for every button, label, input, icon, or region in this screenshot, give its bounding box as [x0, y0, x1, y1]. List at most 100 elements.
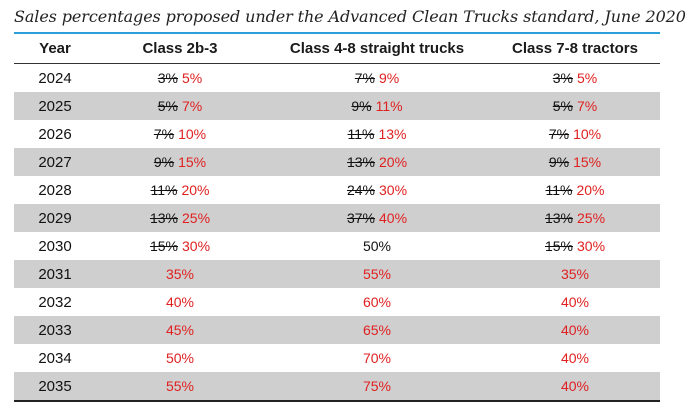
table-row: 2029 13% 25% 37% 40% 13% 25%	[14, 204, 660, 232]
previous-value: 11%	[545, 182, 573, 198]
title-rule	[14, 32, 660, 34]
value-cell-class-4-8: 50%	[264, 232, 490, 260]
value-cell-class-7-8: 13% 25%	[490, 204, 660, 232]
value-cell-class-7-8: 40%	[490, 372, 660, 402]
year-cell: 2034	[38, 349, 72, 367]
previous-value: 13%	[346, 154, 375, 170]
value-cell-class-2b-3: 13% 25%	[96, 204, 264, 232]
header-year: Year	[14, 34, 96, 64]
proposed-value: 65%	[362, 322, 392, 338]
proposed-value: 40%	[560, 294, 590, 310]
year-cell: 2035	[14, 372, 96, 402]
proposed-value: 50%	[165, 350, 195, 366]
proposed-value: 55%	[362, 266, 392, 282]
table-row: 2028 11% 20% 24% 30% 11% 20%	[14, 176, 660, 204]
year-cell: 2031	[14, 260, 96, 288]
previous-value: 9%	[153, 154, 175, 170]
proposed-value: 55%	[165, 378, 195, 394]
proposed-value: 5%	[577, 70, 598, 86]
proposed-value: 11%	[375, 98, 403, 114]
proposed-value: 75%	[362, 378, 392, 394]
proposed-value: 40%	[165, 294, 195, 310]
previous-value: 15%	[149, 238, 178, 254]
proposed-value: 7%	[577, 98, 598, 114]
proposed-value: 45%	[165, 322, 195, 338]
previous-value: 9%	[548, 154, 570, 170]
value-cell-class-2b-3: 55%	[96, 372, 264, 402]
previous-value: 7%	[153, 126, 175, 142]
year-cell: 2027	[14, 148, 96, 176]
value-cell-class-7-8: 40%	[490, 316, 660, 344]
value-cell-class-4-8: 7% 9%	[264, 64, 490, 93]
previous-value: 9%	[351, 98, 372, 114]
year-cell: 2030	[38, 237, 72, 255]
value-cell-class-7-8: 35%	[490, 260, 660, 288]
previous-value: 11%	[347, 126, 375, 142]
value-cell-class-2b-3: 7% 10%	[96, 120, 264, 148]
value-cell-class-4-8: 13% 20%	[264, 148, 490, 176]
value-cell-class-7-8: 3% 5%	[490, 64, 660, 93]
previous-value: 37%	[346, 210, 375, 226]
proposed-value: 30%	[182, 238, 211, 254]
proposed-value: 30%	[577, 238, 606, 254]
proposed-value: 13%	[378, 126, 407, 142]
table-header: Year Class 2b-3 Class 4-8 straight truck…	[14, 34, 660, 64]
value-cell-class-7-8: 9% 15%	[490, 148, 660, 176]
value-cell-class-2b-3: 9% 15%	[96, 148, 264, 176]
value-cell-class-7-8: 15% 30%	[490, 232, 660, 260]
proposed-value: 20%	[576, 182, 605, 198]
previous-value: 3%	[552, 70, 573, 86]
table-row: 2030 15% 30% 50% 15% 30%	[14, 232, 660, 260]
proposed-value: 7%	[182, 98, 203, 114]
value-cell-class-4-8: 75%	[264, 372, 490, 402]
header-row: Year Class 2b-3 Class 4-8 straight truck…	[14, 34, 660, 64]
proposed-value: 9%	[379, 70, 400, 86]
previous-value: 11%	[150, 182, 178, 198]
table-row: 2032 40% 60% 40%	[14, 288, 660, 316]
previous-value: 13%	[544, 210, 573, 226]
header-class-4-8: Class 4-8 straight trucks	[264, 34, 490, 64]
previous-value: 5%	[157, 98, 178, 114]
proposed-value: 60%	[362, 294, 392, 310]
previous-value: 7%	[354, 70, 375, 86]
value-cell-class-2b-3: 3% 5%	[96, 64, 264, 93]
value-cell-class-4-8: 9% 11%	[264, 92, 490, 120]
year-cell: 2032	[38, 293, 72, 311]
table-title: Sales percentages proposed under the Adv…	[14, 7, 686, 26]
proposed-value: 5%	[182, 70, 203, 86]
value-cell-class-7-8: 7% 10%	[490, 120, 660, 148]
table-row: 2035 55% 75% 40%	[14, 372, 660, 402]
value-cell-class-2b-3: 40%	[96, 288, 264, 316]
value-cell-class-4-8: 65%	[264, 316, 490, 344]
table-row: 2034 50% 70% 40%	[14, 344, 660, 372]
table-row: 2026 7% 10% 11% 13% 7% 10%	[14, 120, 660, 148]
previous-value: 5%	[552, 98, 573, 114]
value-cell-class-2b-3: 5% 7%	[96, 92, 264, 120]
value-cell-class-4-8: 60%	[264, 288, 490, 316]
year-cell: 2028	[38, 181, 72, 199]
proposed-value: 40%	[560, 322, 590, 338]
previous-value: 7%	[548, 126, 570, 142]
table-row: 2025 5% 7% 9% 11% 5% 7%	[14, 92, 660, 120]
value-cell-class-4-8: 11% 13%	[264, 120, 490, 148]
proposed-value: 70%	[362, 350, 392, 366]
sales-percentage-table: Year Class 2b-3 Class 4-8 straight truck…	[14, 34, 660, 402]
table-body: 2024 3% 5% 7% 9% 3% 5% 2025 5% 7% 9% 11% 5% 7% 2026 7% 1…	[14, 64, 660, 402]
value-cell-class-7-8: 5% 7%	[490, 92, 660, 120]
year-cell: 2029	[14, 204, 96, 232]
value-cell-class-2b-3: 15% 30%	[96, 232, 264, 260]
header-class-7-8: Class 7-8 tractors	[490, 34, 660, 64]
proposed-value: 25%	[182, 210, 211, 226]
proposed-value: 25%	[577, 210, 606, 226]
proposed-value: 35%	[165, 266, 195, 282]
table-row: 2031 35% 55% 35%	[14, 260, 660, 288]
value-cell-class-4-8: 37% 40%	[264, 204, 490, 232]
year-cell: 2025	[14, 92, 96, 120]
value-cell-class-4-8: 24% 30%	[264, 176, 490, 204]
value-cell-class-2b-3: 35%	[96, 260, 264, 288]
value-cell-class-2b-3: 11% 20%	[96, 176, 264, 204]
table-row: 2033 45% 65% 40%	[14, 316, 660, 344]
proposed-value: 20%	[379, 154, 408, 170]
previous-value: 15%	[544, 238, 573, 254]
value-cell-class-2b-3: 50%	[96, 344, 264, 372]
